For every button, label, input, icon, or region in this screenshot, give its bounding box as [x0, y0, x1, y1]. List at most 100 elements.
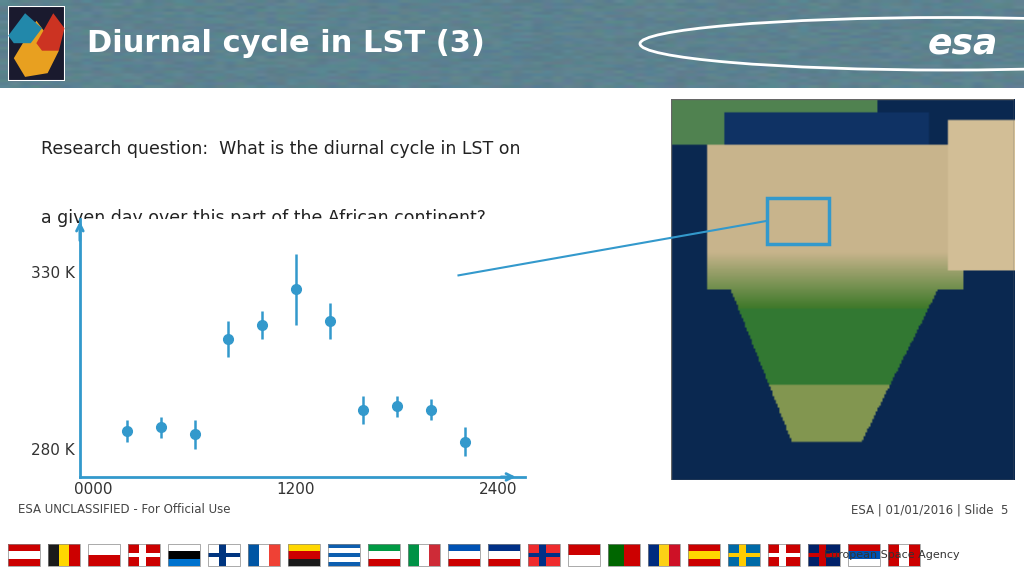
Bar: [739, 544, 745, 566]
Bar: [70, 544, 80, 566]
Bar: [688, 544, 720, 551]
Bar: [288, 551, 319, 559]
Bar: [48, 544, 80, 566]
Bar: [768, 544, 800, 566]
Bar: [208, 544, 240, 566]
Bar: [808, 544, 840, 566]
Text: European Space Agency: European Space Agency: [824, 550, 961, 560]
Bar: [779, 544, 785, 566]
Bar: [88, 544, 120, 555]
Bar: [248, 544, 259, 566]
Bar: [488, 544, 520, 551]
Bar: [248, 544, 280, 566]
Bar: [767, 198, 828, 244]
Bar: [419, 544, 429, 566]
Bar: [608, 544, 640, 566]
Bar: [88, 544, 120, 566]
Bar: [288, 544, 319, 566]
Text: Diurnal cycle in LST (3): Diurnal cycle in LST (3): [87, 29, 485, 58]
Bar: [449, 544, 480, 551]
Bar: [528, 544, 560, 566]
Bar: [139, 544, 145, 566]
Bar: [488, 544, 520, 566]
Bar: [128, 544, 160, 566]
Text: esa: esa: [928, 26, 998, 61]
Bar: [449, 544, 480, 566]
Bar: [528, 544, 560, 566]
Bar: [368, 551, 400, 559]
Bar: [328, 562, 360, 566]
Bar: [449, 551, 480, 559]
Bar: [568, 555, 600, 566]
Bar: [568, 544, 600, 566]
Bar: [728, 544, 760, 566]
Bar: [8, 544, 40, 566]
Bar: [540, 544, 546, 566]
Bar: [888, 544, 899, 566]
Bar: [848, 544, 880, 566]
Bar: [488, 551, 520, 559]
Bar: [368, 559, 400, 566]
Bar: [848, 544, 880, 551]
Bar: [768, 544, 800, 566]
Bar: [368, 544, 400, 551]
Bar: [288, 544, 319, 551]
Bar: [168, 559, 200, 566]
Text: a given day over this part of the African continent?: a given day over this part of the Africa…: [41, 209, 485, 228]
Bar: [408, 544, 440, 566]
Bar: [648, 544, 680, 566]
Bar: [848, 551, 880, 559]
Bar: [648, 544, 658, 566]
Bar: [328, 544, 360, 548]
Bar: [608, 544, 624, 566]
Bar: [8, 559, 40, 566]
Bar: [168, 544, 200, 551]
Bar: [624, 544, 640, 566]
Bar: [208, 553, 240, 557]
Bar: [259, 544, 269, 566]
Bar: [168, 551, 200, 559]
Bar: [688, 551, 720, 559]
Bar: [688, 559, 720, 566]
Bar: [888, 544, 920, 566]
Polygon shape: [14, 21, 59, 77]
Text: Research question:  What is the diurnal cycle in LST on: Research question: What is the diurnal c…: [41, 141, 520, 158]
Bar: [899, 544, 909, 566]
Bar: [728, 553, 760, 557]
Bar: [88, 555, 120, 566]
Bar: [128, 544, 160, 566]
Bar: [429, 544, 440, 566]
Bar: [269, 544, 280, 566]
Bar: [670, 544, 680, 566]
Text: ESA | 01/01/2016 | Slide  5: ESA | 01/01/2016 | Slide 5: [851, 503, 1009, 517]
Bar: [808, 544, 840, 566]
Bar: [8, 544, 40, 551]
Bar: [58, 544, 70, 566]
Bar: [488, 559, 520, 566]
Bar: [219, 544, 225, 566]
Bar: [808, 553, 840, 557]
Bar: [408, 544, 419, 566]
Bar: [328, 553, 360, 557]
Bar: [328, 544, 360, 566]
Bar: [768, 553, 800, 557]
Bar: [568, 544, 600, 555]
Bar: [168, 544, 200, 566]
Polygon shape: [37, 13, 65, 51]
Bar: [728, 544, 760, 566]
Bar: [819, 544, 825, 566]
Bar: [208, 544, 240, 566]
Bar: [368, 544, 400, 566]
Polygon shape: [8, 13, 42, 43]
Bar: [688, 544, 720, 566]
Bar: [909, 544, 920, 566]
Bar: [48, 544, 58, 566]
Bar: [449, 559, 480, 566]
Bar: [288, 559, 319, 566]
Bar: [8, 551, 40, 559]
Bar: [658, 544, 670, 566]
Bar: [848, 559, 880, 566]
Bar: [528, 553, 560, 557]
Text: ESA UNCLASSIFIED - For Official Use: ESA UNCLASSIFIED - For Official Use: [18, 503, 231, 517]
Bar: [328, 548, 360, 553]
